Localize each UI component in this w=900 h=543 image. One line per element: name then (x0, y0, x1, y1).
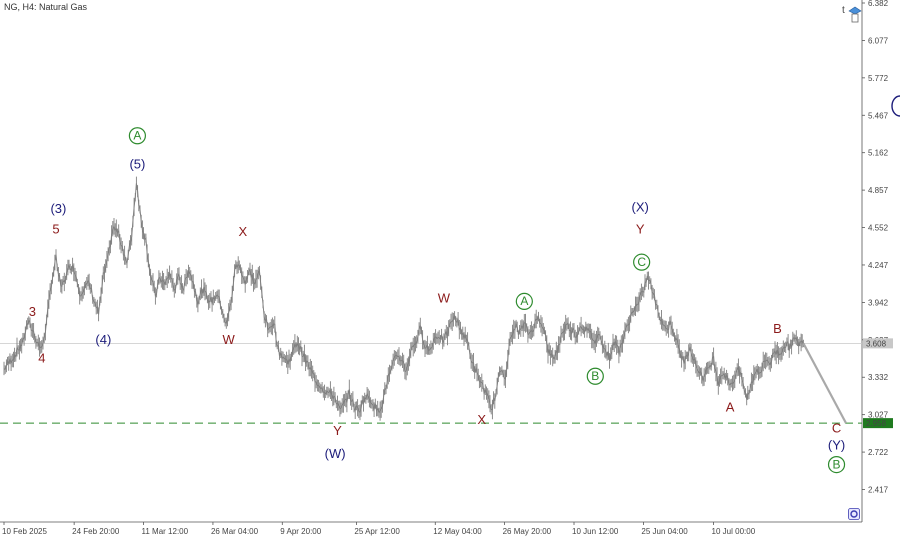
y-tick-label: 2.722 (868, 448, 889, 457)
wave-label: Y (333, 423, 342, 438)
x-tick-label: 10 Feb 2025 (2, 527, 47, 536)
wave-label: 3 (29, 304, 36, 319)
y-tick-label: 2.417 (868, 486, 889, 495)
y-tick-label: 3.942 (868, 298, 889, 307)
wave-label: (3) (50, 201, 66, 216)
wave-label: 4 (38, 351, 45, 366)
x-tick-label: 10 Jun 12:00 (572, 527, 619, 536)
y-tick-label: 4.552 (868, 224, 889, 233)
wave-label: A (133, 128, 141, 142)
y-tick-label: 5.162 (868, 149, 889, 158)
wave-label-circle (827, 456, 846, 474)
x-tick-label: 12 May 04:00 (433, 527, 482, 536)
x-tick-label: 10 Jul 00:00 (712, 527, 756, 536)
projection-line (802, 342, 847, 424)
wave-label: B (833, 457, 841, 471)
x-tick-label: 25 Apr 12:00 (354, 527, 400, 536)
current-price-tag (863, 338, 893, 349)
wave-label: 5 (52, 222, 59, 237)
support-price-label: 2.958 (866, 419, 887, 428)
wave-label: (Y) (828, 438, 845, 453)
y-tick-label: 3.332 (868, 373, 889, 382)
y-tick-label: 3.027 (868, 411, 889, 420)
y-tick-label: 5.467 (868, 111, 889, 120)
y-tick-label: 6.382 (868, 0, 889, 8)
x-tick-label: 24 Feb 20:00 (72, 527, 120, 536)
y-tick-label: 4.857 (868, 186, 889, 195)
trader-hat-icon[interactable] (848, 5, 862, 23)
wave-label-circle (633, 253, 651, 271)
wave-label-circle (586, 367, 604, 385)
wave-label-circle (515, 292, 533, 311)
chart-title: NG, H4: Natural Gas (4, 2, 88, 12)
wave-label: C (637, 255, 646, 269)
wave-label: A (520, 294, 528, 308)
wave-label-circle (128, 127, 146, 145)
wave-label: B (591, 369, 599, 383)
support-price-tag (863, 418, 893, 429)
wave-label: X (477, 412, 486, 427)
wave-label: Y (636, 222, 645, 237)
top-right-letter: t (842, 5, 845, 16)
offscreen-label-arc (891, 95, 900, 117)
wave-label: W (223, 332, 236, 347)
y-tick-label: 5.772 (868, 74, 889, 83)
y-tick-label: 6.077 (868, 36, 889, 45)
x-tick-label: 11 Mar 12:00 (142, 527, 189, 536)
wave-label: (X) (632, 200, 649, 215)
settings-circle-icon[interactable] (848, 507, 860, 520)
y-tick-label: 4.247 (868, 261, 889, 270)
x-tick-label: 25 Jun 04:00 (641, 527, 688, 536)
wave-label: (4) (95, 332, 111, 347)
wave-label: A (726, 400, 735, 415)
wave-label: B (773, 321, 782, 336)
x-tick-label: 9 Apr 20:00 (280, 527, 321, 536)
price-bar-ranges (3, 176, 804, 421)
wave-label: (W) (325, 446, 346, 461)
x-tick-label: 26 Mar 04:00 (211, 527, 259, 536)
wave-label: C (832, 420, 841, 435)
x-tick-label: 26 May 20:00 (503, 527, 552, 536)
wave-label: X (239, 224, 248, 239)
wave-label: (5) (129, 157, 145, 172)
current-price-label: 3.608 (866, 339, 887, 348)
wave-label: W (438, 290, 451, 305)
